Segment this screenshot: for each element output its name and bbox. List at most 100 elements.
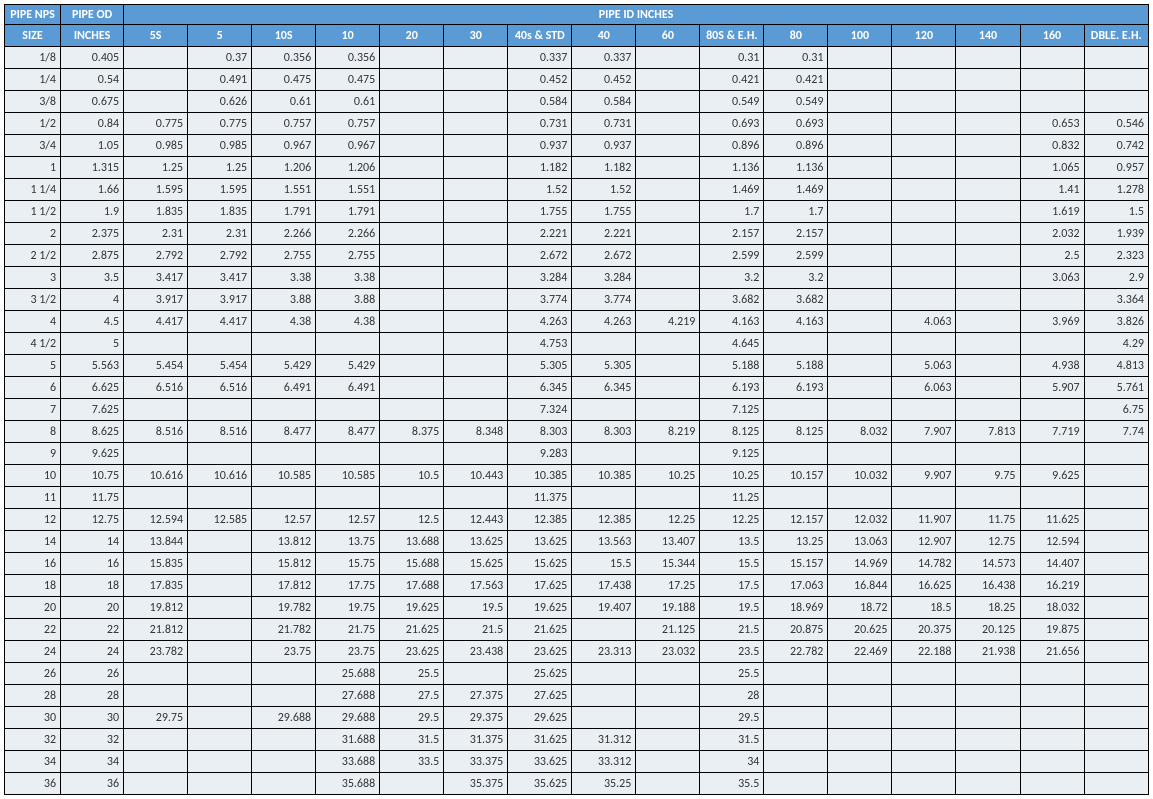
cell-size: 7 (5, 399, 61, 421)
cell-value (188, 707, 252, 729)
cell-value: 0.337 (508, 47, 572, 69)
cell-value: 1.791 (252, 201, 316, 223)
cell-value: 19.75 (316, 597, 380, 619)
cell-value: 3.917 (188, 289, 252, 311)
cell-value (572, 487, 636, 509)
cell-value (444, 69, 508, 91)
cell-value: 0.421 (700, 69, 764, 91)
cell-value (380, 223, 444, 245)
table-row: 99.6259.2839.125 (5, 443, 1149, 465)
cell-value: 33.375 (444, 751, 508, 773)
cell-od: 20 (61, 597, 124, 619)
cell-value: 12.585 (188, 509, 252, 531)
cell-value (1084, 553, 1148, 575)
cell-value: 1.136 (764, 157, 828, 179)
cell-value (956, 355, 1020, 377)
table-row: 22.3752.312.312.2662.2662.2212.2212.1572… (5, 223, 1149, 245)
cell-value: 3.284 (508, 267, 572, 289)
cell-value (1084, 531, 1148, 553)
cell-value: 17.812 (252, 575, 316, 597)
cell-value (444, 443, 508, 465)
cell-value: 2.5 (1020, 245, 1084, 267)
cell-value: 11.625 (1020, 509, 1084, 531)
cell-value (892, 663, 956, 685)
cell-value (764, 663, 828, 685)
cell-value: 23.032 (636, 641, 700, 663)
cell-value (444, 663, 508, 685)
cell-value (252, 487, 316, 509)
cell-value (956, 135, 1020, 157)
cell-value (444, 201, 508, 223)
cell-od: 14 (61, 531, 124, 553)
cell-value: 5.188 (700, 355, 764, 377)
cell-value: 0.491 (188, 69, 252, 91)
cell-value: 29.688 (316, 707, 380, 729)
table-row: 77.6257.3247.1256.75 (5, 399, 1149, 421)
cell-size: 10 (5, 465, 61, 487)
cell-value (188, 333, 252, 355)
cell-value: 11.375 (508, 487, 572, 509)
cell-value (828, 729, 892, 751)
cell-value (444, 245, 508, 267)
cell-value (892, 69, 956, 91)
cell-value: 1.469 (764, 179, 828, 201)
cell-value (444, 91, 508, 113)
cell-value: 16.219 (1020, 575, 1084, 597)
cell-value (956, 289, 1020, 311)
header-schedule: 120 (892, 25, 956, 47)
cell-value: 8.477 (252, 421, 316, 443)
cell-value: 5.305 (508, 355, 572, 377)
cell-value (828, 663, 892, 685)
cell-size: 22 (5, 619, 61, 641)
cell-value: 12.594 (124, 509, 188, 531)
cell-value: 1.619 (1020, 201, 1084, 223)
cell-od: 26 (61, 663, 124, 685)
cell-value (956, 751, 1020, 773)
cell-value: 29.625 (508, 707, 572, 729)
cell-value: 22.188 (892, 641, 956, 663)
cell-value (380, 201, 444, 223)
cell-value (1084, 729, 1148, 751)
cell-value: 25.5 (380, 663, 444, 685)
cell-value (892, 289, 956, 311)
cell-size: 4 (5, 311, 61, 333)
cell-value: 29.375 (444, 707, 508, 729)
cell-value: 4.753 (508, 333, 572, 355)
cell-value (892, 267, 956, 289)
cell-od: 34 (61, 751, 124, 773)
cell-value: 5.454 (188, 355, 252, 377)
cell-value: 1.551 (316, 179, 380, 201)
cell-od: 1.66 (61, 179, 124, 201)
table-row: 1/40.540.4910.4750.4750.4520.4520.4210.4… (5, 69, 1149, 91)
cell-value (764, 751, 828, 773)
header-schedule: 100 (828, 25, 892, 47)
cell-value (828, 135, 892, 157)
cell-value: 15.812 (252, 553, 316, 575)
table-header: PIPE NPS PIPE OD PIPE ID INCHES SIZE INC… (5, 5, 1149, 47)
header-size: SIZE (5, 25, 61, 47)
table-body: 1/80.4050.370.3560.3560.3370.3370.310.31… (5, 47, 1149, 795)
cell-value: 10.616 (124, 465, 188, 487)
cell-value: 21.812 (124, 619, 188, 641)
cell-value: 2.266 (252, 223, 316, 245)
cell-size: 30 (5, 707, 61, 729)
cell-value (1020, 289, 1084, 311)
cell-value: 0.693 (764, 113, 828, 135)
cell-od: 1.05 (61, 135, 124, 157)
cell-value (636, 179, 700, 201)
cell-value (1084, 487, 1148, 509)
table-row: 3/80.6750.6260.610.610.5840.5840.5490.54… (5, 91, 1149, 113)
cell-od: 1.315 (61, 157, 124, 179)
cell-value (380, 135, 444, 157)
cell-value (380, 377, 444, 399)
cell-value (892, 333, 956, 355)
cell-value: 15.5 (700, 553, 764, 575)
cell-value: 23.438 (444, 641, 508, 663)
cell-value: 6.345 (508, 377, 572, 399)
cell-value: 19.875 (1020, 619, 1084, 641)
cell-value (1020, 663, 1084, 685)
cell-value: 0.967 (316, 135, 380, 157)
cell-od: 10.75 (61, 465, 124, 487)
cell-size: 12 (5, 509, 61, 531)
cell-size: 1/2 (5, 113, 61, 135)
